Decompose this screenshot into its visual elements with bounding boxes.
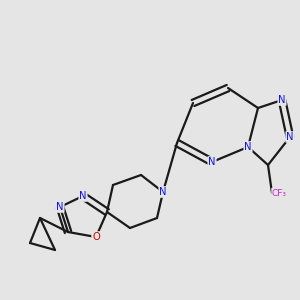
- Text: N: N: [79, 191, 87, 201]
- Text: N: N: [286, 132, 294, 142]
- Text: N: N: [244, 142, 252, 152]
- Text: N: N: [278, 95, 286, 105]
- Text: N: N: [208, 157, 216, 167]
- Text: N: N: [159, 187, 167, 197]
- Text: O: O: [92, 232, 100, 242]
- Text: N: N: [56, 202, 64, 212]
- Text: CF₃: CF₃: [272, 188, 287, 197]
